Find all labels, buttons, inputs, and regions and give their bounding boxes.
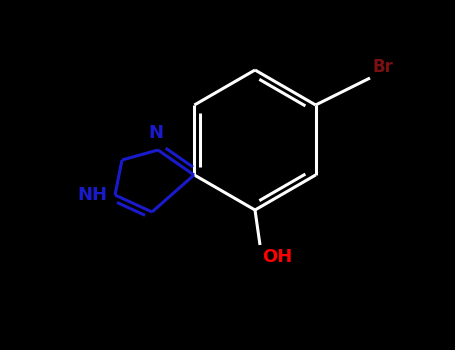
Text: NH: NH [77,186,107,204]
Text: OH: OH [262,248,292,266]
Text: Br: Br [373,58,394,76]
Text: N: N [148,124,163,142]
